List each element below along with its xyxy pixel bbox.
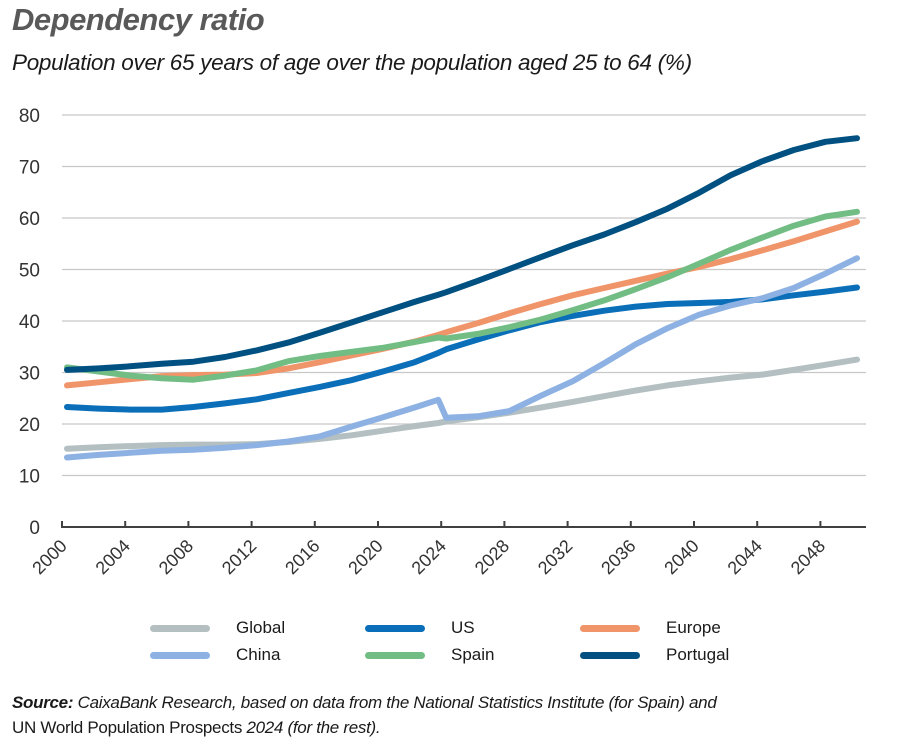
- legend-item-china: China: [150, 645, 280, 665]
- legend-label: Global: [236, 618, 286, 637]
- y-tick-label: 80: [19, 106, 40, 127]
- x-tick-label: 2012: [218, 536, 260, 578]
- y-tick-label: 20: [19, 415, 40, 436]
- x-tick-label: 2036: [597, 536, 639, 578]
- legend-swatch: [365, 624, 425, 632]
- y-tick-label: 10: [19, 467, 40, 488]
- series-line-global: [64, 356, 860, 452]
- legend-item-us: US: [365, 618, 475, 638]
- y-tick-label: 70: [19, 158, 40, 179]
- y-tick-label: 60: [19, 209, 40, 230]
- legend-swatch: [150, 651, 210, 659]
- series-line-europe: [64, 218, 860, 389]
- x-tick-label: 2044: [724, 536, 766, 578]
- gridlines: [62, 114, 866, 477]
- y-tick-label: 30: [19, 364, 40, 385]
- series-line-us: [64, 284, 860, 413]
- chart-title: Dependency ratio: [12, 2, 265, 37]
- x-tick-label: 2040: [660, 536, 702, 578]
- y-tick-label: 0: [29, 518, 40, 539]
- legend-label: China: [236, 645, 281, 664]
- legend-item-global: Global: [150, 618, 285, 638]
- data-series: [64, 135, 860, 461]
- source-text-line2-italic: 2024 (for the rest).: [246, 718, 381, 737]
- legend-label: Spain: [451, 645, 495, 664]
- legend-swatch: [580, 651, 640, 659]
- series-line-portugal: [64, 135, 860, 373]
- legend-swatch: [365, 651, 425, 659]
- x-tick-label: 2016: [281, 536, 323, 578]
- legend-item-spain: Spain: [365, 645, 494, 665]
- x-tick-label: 2024: [408, 536, 450, 578]
- legend-item-portugal: Portugal: [580, 645, 729, 665]
- legend-label: Portugal: [666, 645, 730, 664]
- y-axis-labels: 0 10 20 30 40 50 60 70 80: [19, 106, 40, 539]
- x-tick-label: 2008: [155, 536, 197, 578]
- legend-label: US: [451, 618, 475, 637]
- legend-item-europe: Europe: [580, 618, 721, 638]
- x-tick-label: 2000: [28, 536, 70, 578]
- chart-subtitle: Population over 65 years of age over the…: [12, 50, 692, 75]
- legend-label: Europe: [666, 618, 721, 637]
- y-tick-label: 50: [19, 261, 40, 282]
- x-tick-label: 2032: [534, 536, 576, 578]
- x-tick-label: 2004: [92, 536, 134, 578]
- x-tick-label: 2048: [787, 536, 829, 578]
- x-tick-label: 2020: [344, 536, 386, 578]
- source-note: Source: CaixaBank Research, based on dat…: [12, 690, 717, 740]
- source-text-line2: UN World Population Prospects: [12, 718, 247, 737]
- legend-swatch: [150, 624, 210, 632]
- series-line-spain: [64, 208, 860, 383]
- y-tick-label: 40: [19, 312, 40, 333]
- x-tick-label: 2028: [471, 536, 513, 578]
- source-text: CaixaBank Research, based on data from t…: [73, 693, 717, 712]
- x-axis: 2000 2004 2008 2012 2016 2020 2024 2028 2032 2036…: [28, 521, 866, 578]
- source-label: Source:: [12, 693, 74, 712]
- legend-swatch: [580, 624, 640, 632]
- series-line-china: [64, 255, 860, 461]
